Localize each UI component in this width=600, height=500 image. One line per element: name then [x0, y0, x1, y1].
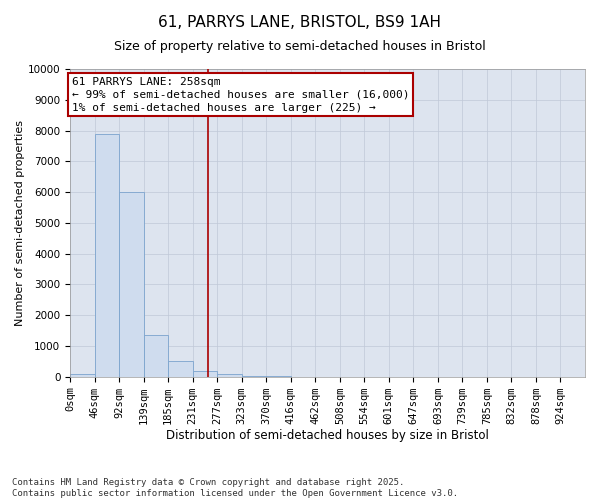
Text: Size of property relative to semi-detached houses in Bristol: Size of property relative to semi-detach… — [114, 40, 486, 53]
Bar — [143, 335, 168, 376]
Y-axis label: Number of semi-detached properties: Number of semi-detached properties — [15, 120, 25, 326]
Text: 61 PARRYS LANE: 258sqm
← 99% of semi-detached houses are smaller (16,000)
1% of : 61 PARRYS LANE: 258sqm ← 99% of semi-det… — [72, 76, 409, 113]
Text: 61, PARRYS LANE, BRISTOL, BS9 1AH: 61, PARRYS LANE, BRISTOL, BS9 1AH — [158, 15, 442, 30]
X-axis label: Distribution of semi-detached houses by size in Bristol: Distribution of semi-detached houses by … — [166, 430, 489, 442]
Bar — [70, 374, 95, 376]
Bar — [217, 374, 242, 376]
Bar — [119, 192, 143, 376]
Bar — [193, 370, 217, 376]
Bar — [95, 134, 119, 376]
Bar — [168, 362, 193, 376]
Text: Contains HM Land Registry data © Crown copyright and database right 2025.
Contai: Contains HM Land Registry data © Crown c… — [12, 478, 458, 498]
